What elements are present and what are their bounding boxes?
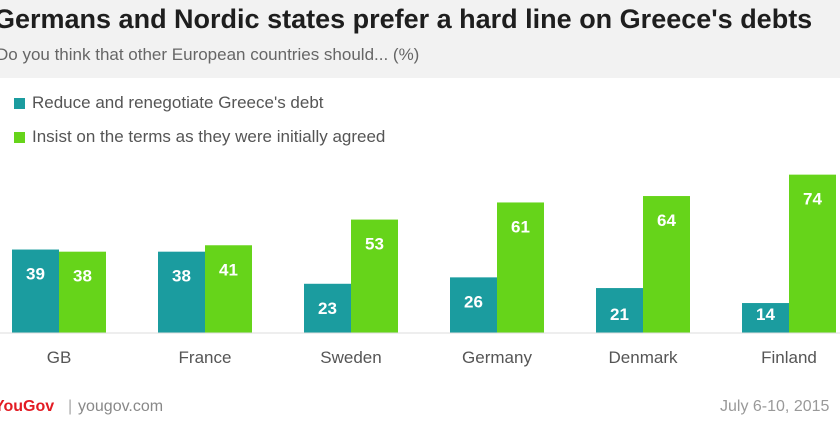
header-band: Germans and Nordic states prefer a hard … bbox=[0, 0, 840, 78]
bar-insist-france bbox=[205, 245, 252, 333]
bar-insist-sweden bbox=[351, 219, 398, 333]
chart-subtitle: Do you think that other European countri… bbox=[0, 45, 420, 64]
bar-insist-finland bbox=[789, 174, 836, 333]
footer-date: July 6-10, 2015 bbox=[720, 398, 830, 415]
bar-reduce-germany bbox=[450, 277, 497, 333]
data-label-reduce-finland: 14 bbox=[756, 305, 775, 324]
data-label-reduce-gb: 39 bbox=[26, 265, 45, 284]
bar-reduce-finland bbox=[742, 303, 789, 333]
legend-item-reduce: Reduce and renegotiate Greece's debt bbox=[14, 92, 324, 114]
data-label-reduce-france: 38 bbox=[172, 267, 191, 286]
category-label-france: France bbox=[179, 348, 232, 367]
bar-reduce-denmark bbox=[596, 288, 643, 333]
data-label-insist-france: 41 bbox=[219, 260, 238, 279]
legend-item-insist: Insist on the terms as they were initial… bbox=[14, 126, 385, 148]
bar-insist-denmark bbox=[643, 196, 690, 333]
category-label-denmark: Denmark bbox=[609, 348, 678, 367]
category-label-gb: GB bbox=[47, 348, 72, 367]
legend-swatch-insist bbox=[14, 131, 25, 143]
category-label-sweden: Sweden bbox=[320, 348, 381, 367]
bar-reduce-france bbox=[158, 251, 205, 333]
data-label-insist-sweden: 53 bbox=[365, 235, 384, 254]
chart-title: Germans and Nordic states prefer a hard … bbox=[0, 4, 813, 34]
data-label-insist-denmark: 64 bbox=[657, 211, 676, 230]
data-label-insist-gb: 38 bbox=[73, 267, 92, 286]
yougov-logo: YouGov bbox=[0, 398, 55, 415]
bar-reduce-gb bbox=[12, 249, 59, 333]
data-label-insist-finland: 74 bbox=[803, 190, 822, 209]
category-label-finland: Finland bbox=[761, 348, 817, 367]
category-label-germany: Germany bbox=[462, 348, 532, 367]
footer-separator: | bbox=[68, 398, 73, 415]
bar-insist-gb bbox=[59, 251, 106, 333]
data-label-reduce-sweden: 23 bbox=[318, 299, 337, 318]
data-label-reduce-denmark: 21 bbox=[610, 305, 629, 324]
legend-swatch-reduce bbox=[14, 97, 25, 109]
data-label-reduce-germany: 26 bbox=[464, 292, 483, 311]
bar-insist-germany bbox=[497, 202, 544, 333]
legend-label-insist: Insist on the terms as they were initial… bbox=[32, 127, 386, 146]
data-label-insist-germany: 61 bbox=[511, 217, 530, 236]
footer-url[interactable]: yougov.com bbox=[78, 398, 164, 415]
legend-label-reduce: Reduce and renegotiate Greece's debt bbox=[32, 93, 324, 112]
bar-reduce-sweden bbox=[304, 283, 351, 333]
